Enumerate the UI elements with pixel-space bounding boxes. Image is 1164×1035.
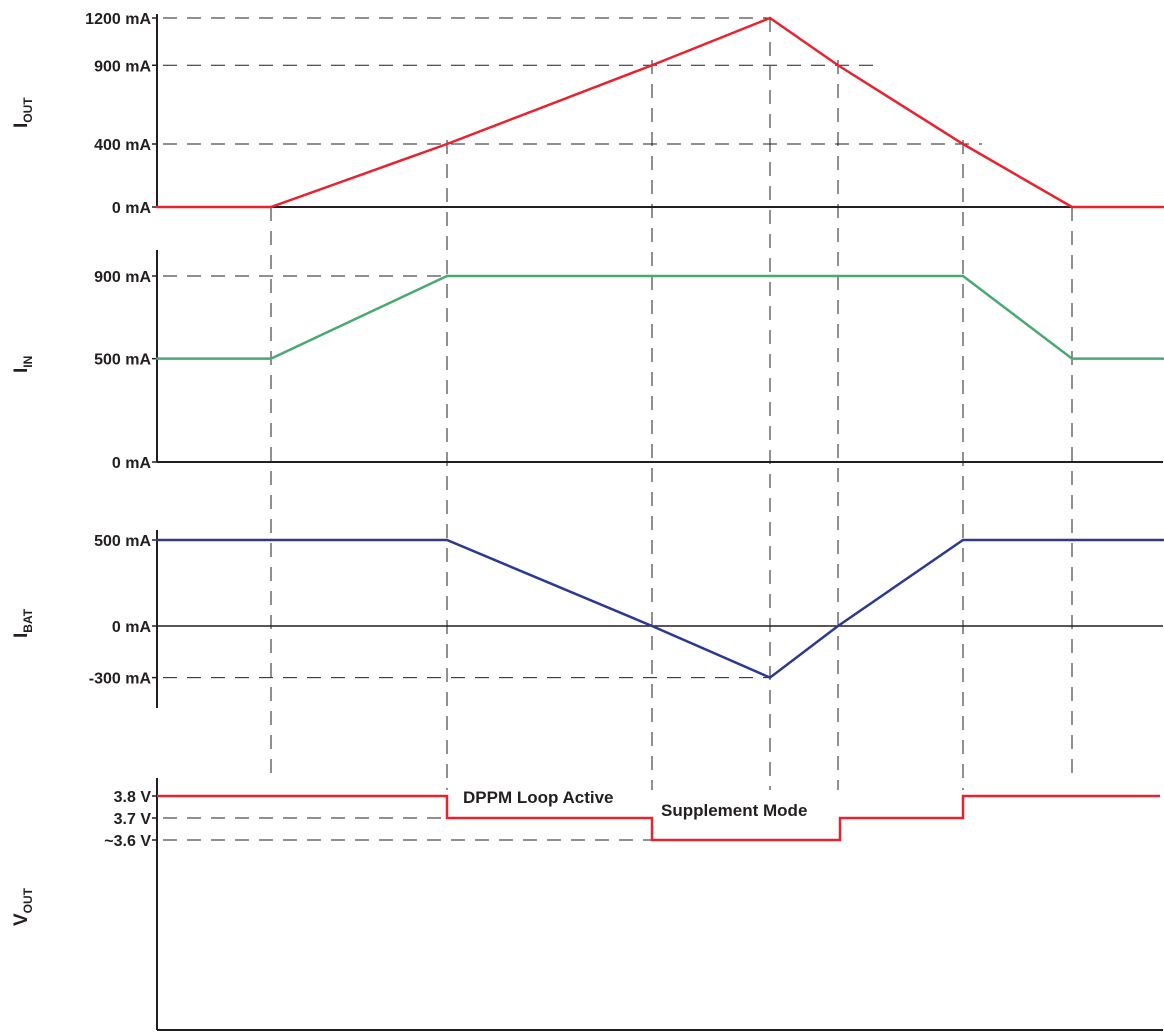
y-tick-label-3-2: ~3.6 V xyxy=(104,833,151,850)
y-tick-label-2-0: 500 mA xyxy=(94,533,151,550)
annotation-1: Supplement Mode xyxy=(661,801,807,820)
data-point-1-0-2 xyxy=(445,274,449,278)
y-axis-label-1: IIN xyxy=(11,356,35,373)
y-tick-label-0-2: 400 mA xyxy=(94,137,151,154)
y-axis-label-main-0: I xyxy=(11,123,32,128)
data-point-2-0-7 xyxy=(1070,538,1074,542)
data-point-2-0-1 xyxy=(269,538,273,542)
y-tick-label-3-1: 3.7 V xyxy=(114,811,152,828)
series-line-0-0 xyxy=(157,16,1163,209)
axes xyxy=(152,14,1163,1031)
y-axis-label-3: VOUT xyxy=(11,887,35,926)
data-point-2-0-3 xyxy=(650,624,654,628)
data-point-2-0-0 xyxy=(155,538,159,542)
data-point-0-0-8 xyxy=(1161,205,1164,209)
data-point-1-0-6 xyxy=(961,274,965,278)
guide-lines xyxy=(163,17,1073,841)
y-tick-label-1-0: 900 mA xyxy=(94,269,151,286)
series-line-2-0 xyxy=(157,538,1163,680)
y-axis-label-main-1: I xyxy=(11,368,32,373)
data-point-0-0-7 xyxy=(1070,205,1074,209)
data-point-0-0-3 xyxy=(650,64,654,67)
data-point-2-0-6 xyxy=(961,538,965,542)
y-tick-label-1-1: 500 mA xyxy=(94,352,151,369)
y-axis-label-sub-0: OUT xyxy=(21,97,35,123)
data-point-1-0-8 xyxy=(1161,357,1164,360)
y-axis-label-sub-3: OUT xyxy=(21,887,35,913)
y-axis-label-main-2: I xyxy=(11,633,32,638)
y-tick-label-3-0: 3.8 V xyxy=(114,789,152,806)
data-point-2-0-4 xyxy=(768,676,772,679)
data-point-2-0-5 xyxy=(836,624,840,628)
data-point-1-0-5 xyxy=(836,274,840,278)
y-axis-label-2: IBAT xyxy=(11,608,35,638)
y-axis-label-main-3: V xyxy=(11,913,32,926)
data-point-2-0-8 xyxy=(1161,538,1164,542)
series-line-3-0 xyxy=(157,794,1160,842)
y-tick-label-0-3: 0 mA xyxy=(112,200,152,217)
annotation-0: DPPM Loop Active xyxy=(463,788,614,807)
data-point-0-0-6 xyxy=(961,142,965,146)
data-point-1-0-3 xyxy=(650,274,654,278)
y-tick-label-2-2: -300 mA xyxy=(89,671,152,688)
data-point-0-0-1 xyxy=(269,205,273,209)
data-point-0-0-4 xyxy=(768,16,772,20)
series-line-1-0 xyxy=(157,274,1163,360)
y-tick-label-0-1: 900 mA xyxy=(94,58,151,75)
y-axis-label-sub-2: BAT xyxy=(21,608,35,632)
data-point-1-0-1 xyxy=(269,357,273,360)
y-tick-label-0-0: 1200 mA xyxy=(85,11,151,28)
series-lines xyxy=(155,16,1164,842)
y-axis-label-0: IOUT xyxy=(11,97,35,128)
data-point-1-0-7 xyxy=(1070,357,1074,360)
data-point-0-0-0 xyxy=(155,205,159,209)
data-point-2-0-2 xyxy=(445,538,449,542)
data-point-0-0-5 xyxy=(836,64,840,67)
data-point-0-0-2 xyxy=(445,142,449,146)
y-tick-label-2-1: 0 mA xyxy=(112,619,152,636)
y-axis-label-sub-1: IN xyxy=(21,356,35,368)
data-point-1-0-4 xyxy=(768,274,772,278)
y-tick-label-1-2: 0 mA xyxy=(112,455,152,472)
data-point-1-0-0 xyxy=(155,357,159,360)
